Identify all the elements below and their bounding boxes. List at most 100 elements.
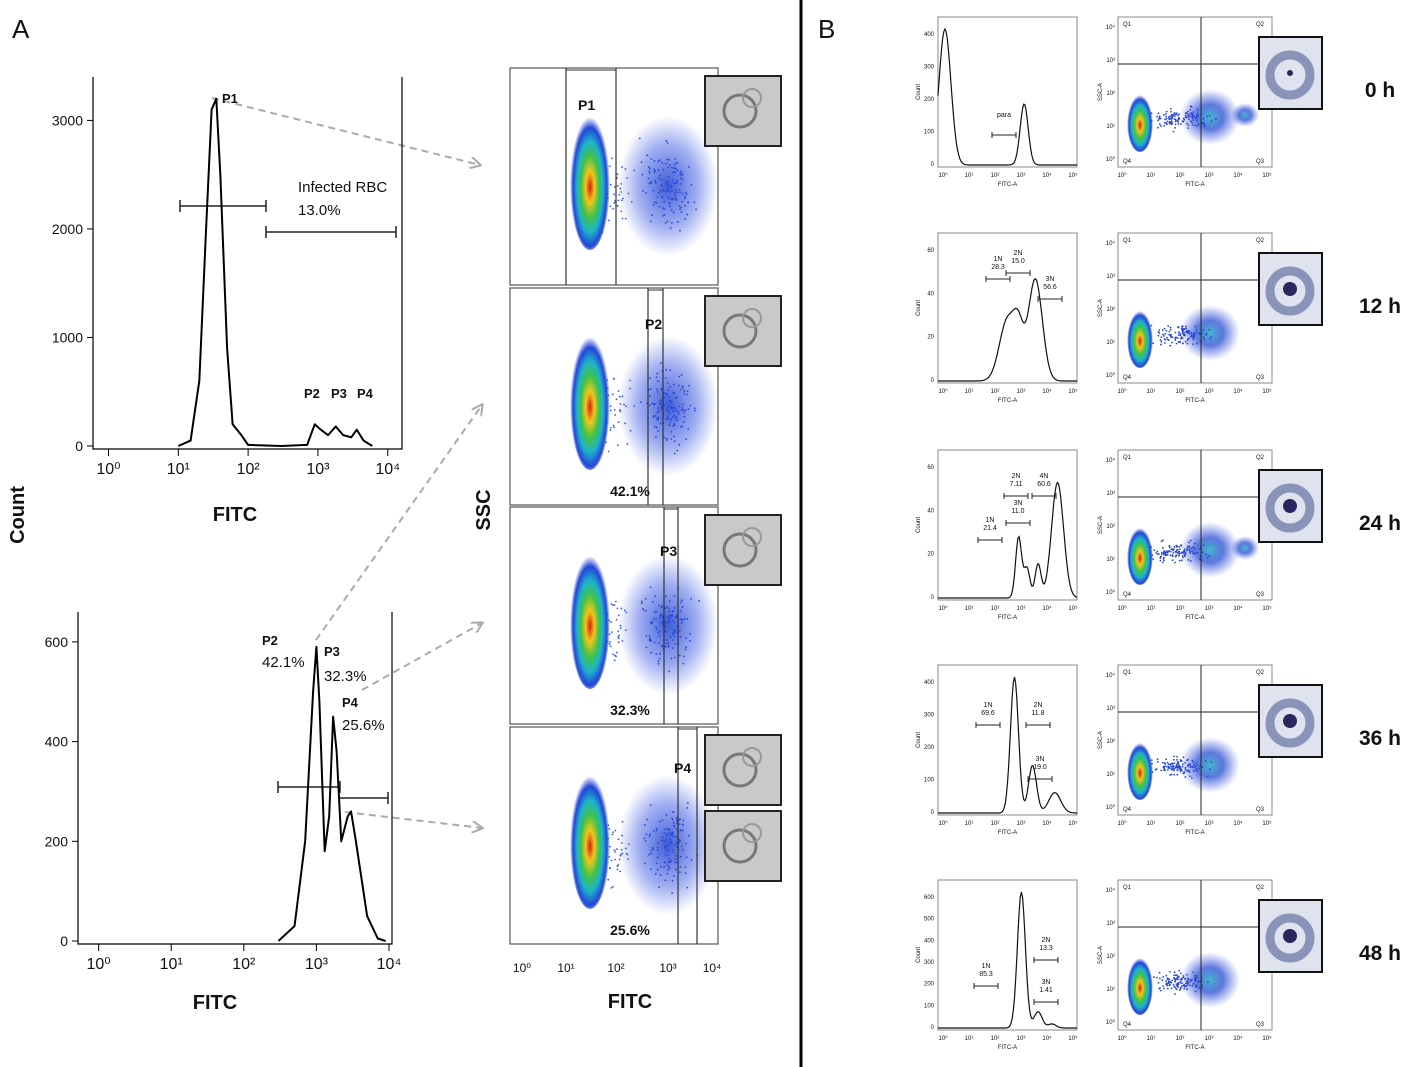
- event-dot: [689, 639, 691, 642]
- event-dot: [638, 137, 641, 140]
- event-dot: [1157, 119, 1160, 122]
- x-tick-label: 10²: [991, 173, 1000, 179]
- y-tick-label: 20: [927, 335, 934, 341]
- event-dot: [674, 656, 676, 659]
- dot-plot: P3 32.3%: [509, 506, 782, 725]
- event-dot: [644, 597, 647, 600]
- event-dot: [1194, 990, 1197, 993]
- event-dot: [1165, 329, 1168, 332]
- event-dot: [1177, 766, 1180, 769]
- gate-label: 4N: [1040, 473, 1049, 480]
- gate-value: 28.3: [991, 264, 1005, 271]
- event-dot: [1186, 758, 1189, 761]
- event-dot: [647, 166, 650, 169]
- x-tick-label: 10⁴: [1233, 1035, 1243, 1042]
- parasite: [1287, 70, 1293, 76]
- event-dot: [642, 608, 644, 610]
- event-dot: [655, 610, 658, 613]
- event-dot: [663, 828, 666, 831]
- event-dot: [672, 851, 675, 854]
- event-dot: [676, 449, 679, 452]
- event-dot: [647, 177, 650, 180]
- event-dot: [1196, 976, 1199, 979]
- event-dot: [1160, 989, 1162, 992]
- event-dot: [678, 823, 681, 826]
- event-cloud: [1180, 89, 1240, 145]
- event-dot: [1183, 334, 1186, 337]
- event-dot: [1174, 555, 1177, 558]
- event-dot: [1169, 983, 1171, 986]
- event-cloud: [1180, 737, 1240, 793]
- dot-plot: P2 42.1%: [509, 287, 782, 506]
- x-tick-label: 10¹: [965, 173, 974, 179]
- event-dot: [1198, 558, 1201, 560]
- event-cloud: [1180, 952, 1240, 1008]
- y-axis-title: SSC: [473, 489, 495, 530]
- event-dot: [624, 629, 627, 632]
- event-dot: [651, 620, 654, 623]
- quadrant-label: Q1: [1123, 670, 1132, 676]
- event-dot: [654, 595, 657, 598]
- event-dot: [1182, 772, 1184, 775]
- event-dot: [1162, 551, 1165, 553]
- arrow: [344, 811, 482, 828]
- event-dot: [639, 401, 642, 404]
- x-tick-label: 10³: [1017, 606, 1026, 612]
- event-dot: [1169, 970, 1171, 973]
- event-dot: [681, 178, 684, 181]
- event-dot: [1167, 325, 1170, 327]
- event-dot: [1180, 337, 1182, 340]
- event-dot: [1166, 768, 1169, 771]
- x-axis-title: FITC-A: [998, 398, 1017, 404]
- event-dot: [1168, 121, 1171, 123]
- y-tick-label: 0: [931, 810, 935, 816]
- event-dot: [686, 886, 689, 889]
- event-dot: [1190, 979, 1193, 982]
- event-dot: [657, 418, 659, 420]
- event-dot: [1177, 761, 1179, 764]
- gate-value: 19.0: [1033, 764, 1047, 771]
- event-dot: [1181, 765, 1184, 768]
- event-dot: [675, 419, 678, 422]
- event-dot: [1165, 123, 1168, 126]
- y-tick-label: 10¹: [1106, 124, 1115, 130]
- event-dot: [650, 639, 653, 642]
- x-tick-label: 10⁰: [938, 820, 948, 827]
- event-dot: [1173, 971, 1176, 974]
- event-dot: [1163, 761, 1166, 764]
- event-dot: [1181, 332, 1184, 334]
- event-dot: [1177, 983, 1180, 986]
- event-dot: [684, 409, 687, 412]
- event-dot: [643, 837, 646, 840]
- event-dot: [1191, 121, 1193, 124]
- event-dot: [640, 600, 643, 603]
- event-dot: [616, 868, 619, 871]
- x-tick-label: 10³: [306, 461, 330, 478]
- panel-label: A: [12, 14, 30, 44]
- event-dot: [674, 868, 677, 871]
- event-dot: [1205, 332, 1208, 335]
- event-dot: [1172, 130, 1175, 133]
- event-dot: [666, 394, 668, 396]
- event-dot: [652, 416, 655, 419]
- event-dot: [1176, 755, 1178, 758]
- dot-plot: P1: [509, 67, 782, 286]
- event-dot: [668, 412, 671, 415]
- event-dot: [1179, 766, 1182, 769]
- event-dot: [672, 211, 675, 214]
- event-dot: [667, 644, 670, 647]
- event-dot: [1186, 548, 1189, 550]
- event-dot: [670, 405, 673, 408]
- event-dot: [656, 846, 659, 849]
- event-dot: [667, 849, 669, 852]
- event-dot: [1192, 343, 1194, 345]
- event-dot: [667, 618, 670, 621]
- event-dot: [1170, 987, 1173, 990]
- event-dot: [667, 166, 670, 169]
- event-dot: [676, 169, 679, 172]
- event-dot: [690, 598, 693, 600]
- timepoint-label: 0 h: [1365, 79, 1395, 102]
- event-dot: [685, 842, 687, 845]
- event-dot: [652, 618, 655, 621]
- event-dot: [616, 607, 619, 610]
